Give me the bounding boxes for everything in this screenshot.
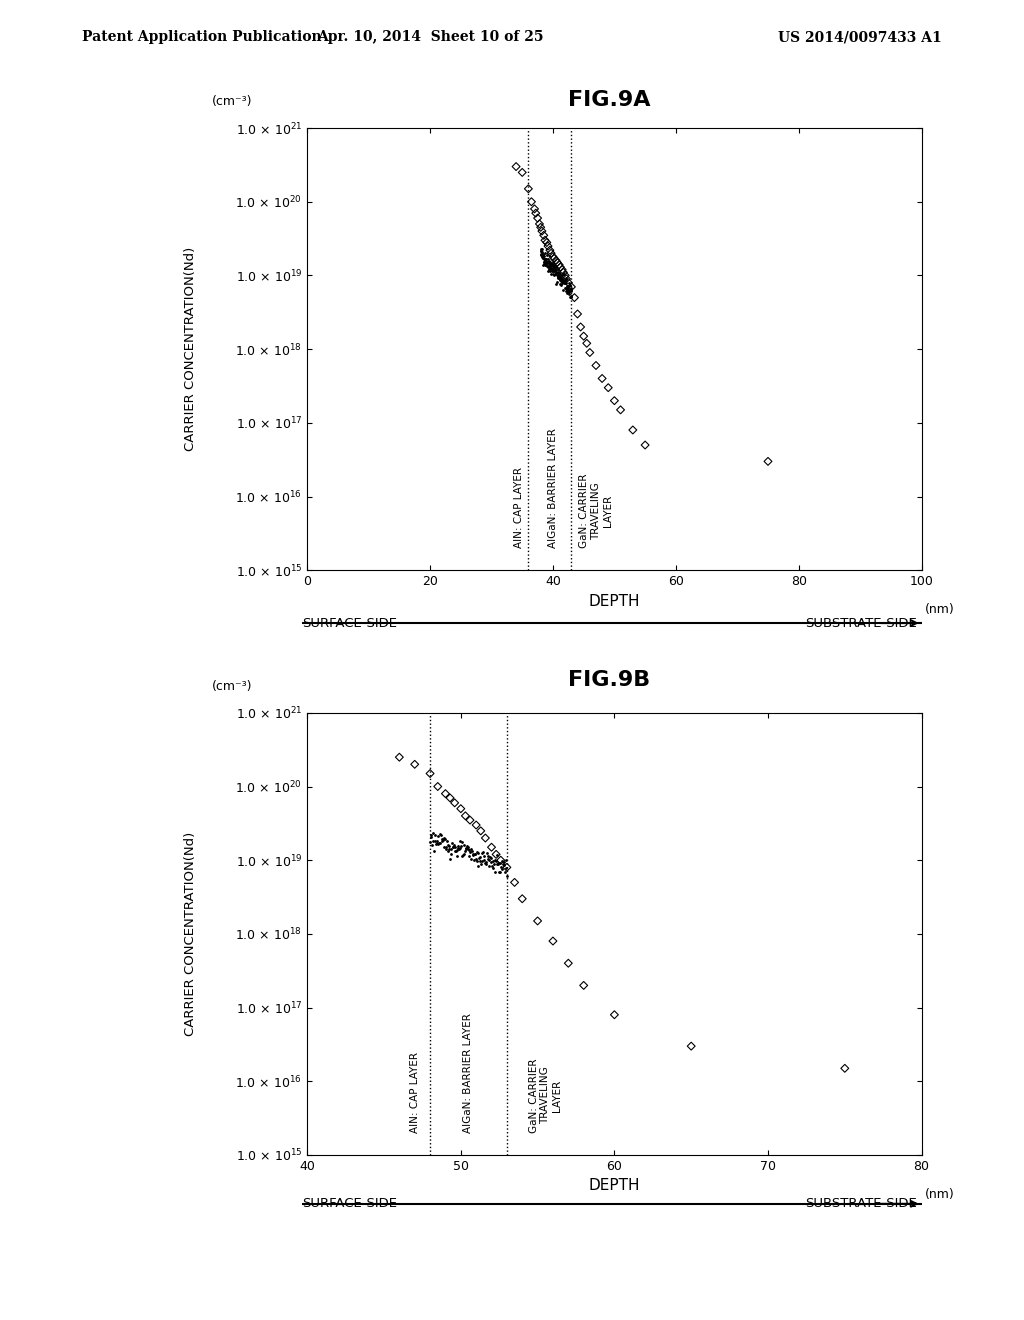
Point xyxy=(683,1036,699,1057)
Point xyxy=(555,261,571,282)
Point xyxy=(606,391,623,412)
Point xyxy=(760,451,776,473)
Text: AlGaN: BARRIER LAYER: AlGaN: BARRIER LAYER xyxy=(464,1012,473,1133)
Point xyxy=(526,198,543,219)
Point xyxy=(558,268,574,289)
Point xyxy=(539,232,555,253)
Point xyxy=(837,1057,853,1078)
Point xyxy=(441,787,458,808)
Point xyxy=(560,272,577,293)
Point xyxy=(508,156,524,177)
Point xyxy=(407,754,423,775)
Text: AlN: CAP LAYER: AlN: CAP LAYER xyxy=(514,467,524,548)
Point xyxy=(540,235,556,256)
Y-axis label: CARRIER CONCENTRATION(Nd): CARRIER CONCENTRATION(Nd) xyxy=(183,247,197,451)
Point xyxy=(557,265,573,286)
Point xyxy=(600,378,616,399)
Point xyxy=(563,276,580,297)
Text: FIG.9A: FIG.9A xyxy=(568,90,650,110)
Text: AlN: CAP LAYER: AlN: CAP LAYER xyxy=(410,1052,420,1133)
Point xyxy=(546,248,562,269)
Point xyxy=(523,191,540,213)
Point xyxy=(560,953,577,974)
Point xyxy=(506,871,522,892)
Text: Apr. 10, 2014  Sheet 10 of 25: Apr. 10, 2014 Sheet 10 of 25 xyxy=(316,30,544,45)
Point xyxy=(514,888,530,909)
Point xyxy=(588,355,604,376)
Text: (cm⁻³): (cm⁻³) xyxy=(212,95,253,108)
Point xyxy=(537,230,553,251)
Point xyxy=(422,763,438,784)
Text: GaN: CARRIER
TRAVELING
LAYER: GaN: CARRIER TRAVELING LAYER xyxy=(580,474,612,548)
Text: SURFACE-SIDE: SURFACE-SIDE xyxy=(302,1197,397,1210)
Point xyxy=(472,820,489,841)
Point xyxy=(542,240,558,261)
Point xyxy=(453,799,469,820)
Point xyxy=(483,837,500,858)
Point xyxy=(551,255,567,276)
Point xyxy=(457,805,473,826)
Point xyxy=(625,420,641,441)
Point xyxy=(575,326,592,347)
Point xyxy=(462,809,478,830)
Point xyxy=(529,911,546,932)
Point xyxy=(575,975,592,997)
Text: GaN: CARRIER
TRAVELING
LAYER: GaN: CARRIER TRAVELING LAYER xyxy=(528,1059,562,1133)
Point xyxy=(391,747,408,768)
Text: (nm): (nm) xyxy=(925,1188,954,1201)
Point xyxy=(543,243,559,264)
Point xyxy=(527,202,544,223)
Point xyxy=(477,828,494,849)
Point xyxy=(549,252,565,273)
Point xyxy=(552,256,568,277)
Point xyxy=(554,259,570,280)
Point xyxy=(548,249,564,271)
Point xyxy=(637,434,653,455)
Point xyxy=(536,224,552,246)
Y-axis label: CARRIER CONCENTRATION(Nd): CARRIER CONCENTRATION(Nd) xyxy=(183,832,197,1036)
Point xyxy=(468,814,484,836)
Point xyxy=(545,246,561,267)
Point xyxy=(566,286,583,308)
Point xyxy=(520,178,537,199)
Text: US 2014/0097433 A1: US 2014/0097433 A1 xyxy=(778,30,942,45)
Point xyxy=(514,162,530,183)
Point xyxy=(430,776,446,797)
Text: AlGaN: BARRIER LAYER: AlGaN: BARRIER LAYER xyxy=(548,428,558,548)
X-axis label: DEPTH: DEPTH xyxy=(589,594,640,609)
Point xyxy=(582,342,598,363)
Text: SURFACE-SIDE: SURFACE-SIDE xyxy=(302,616,397,630)
Point xyxy=(446,792,463,813)
Text: SUBSTRATE-SIDE: SUBSTRATE-SIDE xyxy=(805,1197,916,1210)
Point xyxy=(569,304,586,325)
Text: (nm): (nm) xyxy=(925,603,954,616)
Point xyxy=(499,857,515,878)
X-axis label: DEPTH: DEPTH xyxy=(589,1179,640,1193)
Point xyxy=(545,931,561,952)
Text: SUBSTRATE-SIDE: SUBSTRATE-SIDE xyxy=(805,616,916,630)
Point xyxy=(531,214,548,235)
Point xyxy=(532,216,549,238)
Point xyxy=(572,317,589,338)
Point xyxy=(534,220,550,242)
Text: (cm⁻³): (cm⁻³) xyxy=(212,680,253,693)
Point xyxy=(606,1005,623,1026)
Text: Patent Application Publication: Patent Application Publication xyxy=(82,30,322,45)
Point xyxy=(612,400,629,421)
Point xyxy=(487,843,504,865)
Text: FIG.9B: FIG.9B xyxy=(568,671,650,690)
Point xyxy=(437,783,454,804)
Point xyxy=(594,368,610,389)
Point xyxy=(579,333,595,354)
Point xyxy=(529,207,546,228)
Point xyxy=(493,850,509,871)
